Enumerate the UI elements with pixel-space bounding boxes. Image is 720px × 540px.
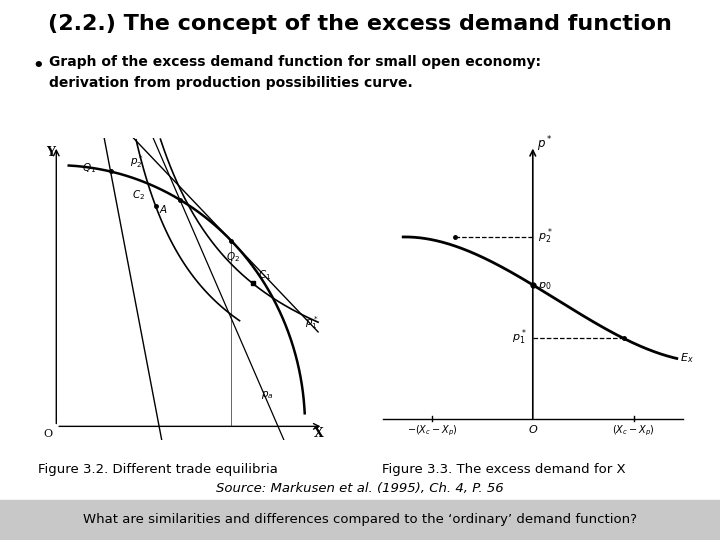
Text: What are similarities and differences compared to the ‘ordinary’ demand function: What are similarities and differences co… — [83, 513, 637, 526]
Text: $(X_c - X_p)$: $(X_c - X_p)$ — [612, 424, 655, 438]
Text: Source: Markusen et al. (1995), Ch. 4, P. 56: Source: Markusen et al. (1995), Ch. 4, P… — [216, 482, 504, 495]
Text: O: O — [44, 429, 53, 440]
Text: $p_0$: $p_0$ — [538, 280, 552, 292]
Text: $p_a$: $p_a$ — [261, 389, 273, 401]
Text: $Q_2$: $Q_2$ — [226, 250, 240, 264]
Text: $C_2$: $C_2$ — [132, 188, 145, 202]
Text: $Q_1$: $Q_1$ — [82, 161, 96, 176]
Text: X: X — [314, 427, 323, 440]
Text: Figure 3.2. Different trade equilibria: Figure 3.2. Different trade equilibria — [38, 463, 279, 476]
Text: Graph of the excess demand function for small open economy:
derivation from prod: Graph of the excess demand function for … — [49, 55, 541, 90]
Text: $p^*$: $p^*$ — [537, 134, 553, 154]
Text: Figure 3.3. The excess demand for X: Figure 3.3. The excess demand for X — [382, 463, 626, 476]
Text: $-(X_c - X_p)$: $-(X_c - X_p)$ — [407, 424, 457, 438]
Text: (2.2.) The concept of the excess demand function: (2.2.) The concept of the excess demand … — [48, 14, 672, 33]
Text: •: • — [32, 57, 44, 75]
Text: $p_1^*$: $p_1^*$ — [305, 315, 319, 332]
Bar — [0, 500, 720, 540]
Text: $p_2^*$: $p_2^*$ — [538, 226, 553, 246]
Text: $C_1$: $C_1$ — [258, 268, 271, 282]
Text: $O$: $O$ — [528, 423, 538, 435]
Text: Y: Y — [47, 146, 55, 159]
Text: $A$: $A$ — [159, 204, 168, 215]
Text: $p_2^*$: $p_2^*$ — [130, 153, 143, 170]
Text: $E_x$: $E_x$ — [680, 351, 693, 365]
Text: $p_1^*$: $p_1^*$ — [513, 328, 527, 347]
